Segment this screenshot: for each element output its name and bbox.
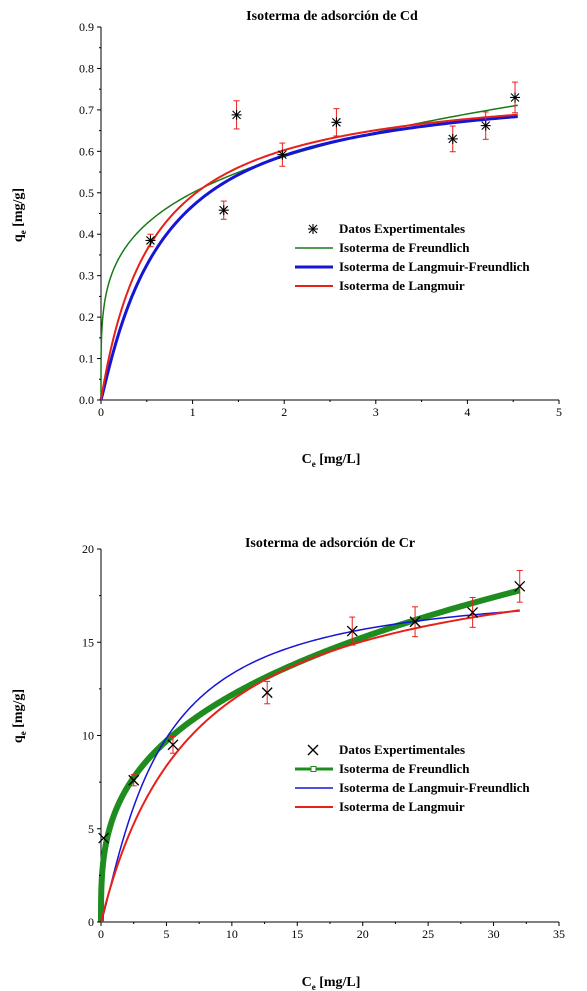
y-tick-label: 15 [82, 635, 94, 649]
data-point [346, 625, 358, 637]
y-tick-label: 0.3 [79, 269, 94, 283]
legend-label: Isoterma de Langmuir [339, 278, 465, 293]
data-point [98, 832, 110, 844]
y-axis-ticks: 0.0 0.1 0.2 0.3 0.4 0.5 0.6 0.7 0.8 0.9 [79, 20, 101, 407]
y-tick-label: 20 [82, 542, 94, 556]
data-points [145, 92, 521, 246]
legend-item-4: Isoterma de Langmuir [295, 278, 465, 293]
y-tick-label: 0.4 [79, 227, 94, 241]
chart-title: Isoterma de adsorción de Cd [246, 9, 418, 24]
data-point [480, 120, 491, 131]
y-tick-label: 0.9 [79, 20, 94, 34]
legend: Datos Expertimentales Isoterma de Freundl… [295, 742, 530, 814]
y-tick-label: 5 [88, 822, 94, 836]
x-tick-label: 15 [291, 927, 303, 941]
legend-marker [307, 744, 319, 756]
model-curve-1 [98, 587, 521, 922]
legend-item-2: Isoterma de Freundlich [295, 240, 470, 255]
legend-label: Datos Expertimentales [339, 742, 465, 757]
y-tick-label: 0.8 [79, 61, 94, 75]
data-points [98, 580, 526, 844]
legend-label: Isoterma de Freundlich [339, 240, 470, 255]
x-tick-label: 0 [98, 405, 104, 419]
legend-label: Datos Expertimentales [339, 221, 465, 236]
data-point [510, 92, 521, 103]
x-tick-label: 5 [163, 927, 169, 941]
model-curves [99, 104, 518, 402]
chart-cr-adsorption-isotherm: Isoterma de adsorción de Cr 0 5 10 15 20 25 30… [11, 536, 565, 991]
y-tick-label: 10 [82, 729, 94, 743]
data-point [514, 580, 526, 592]
data-point [277, 149, 288, 160]
chart-title: Isoterma de adsorción de Cr [245, 536, 415, 551]
y-axis-label: qe [mg/g] [11, 689, 28, 743]
x-tick-label: 1 [190, 405, 196, 419]
y-tick-label: 0.0 [79, 393, 94, 407]
x-tick-label: 0 [98, 927, 104, 941]
legend-square-marker [310, 766, 317, 772]
data-point [467, 606, 479, 618]
y-axis-ticks: 0 5 10 15 20 [82, 542, 101, 929]
data-point [167, 739, 179, 751]
legend-item-2: Isoterma de Freundlich [295, 761, 470, 776]
data-point [218, 205, 229, 216]
legend-item-1: Datos Expertimentales [308, 221, 465, 236]
legend: Datos Expertimentales Isoterma de Freundl… [295, 221, 530, 293]
y-tick-label: 0.5 [79, 186, 94, 200]
x-tick-label: 20 [357, 927, 369, 941]
data-point [447, 133, 458, 144]
x-tick-label: 2 [281, 405, 287, 419]
legend-item-3: Isoterma de Langmuir-Freundlich [295, 259, 530, 274]
data-point [331, 117, 342, 128]
x-tick-label: 4 [464, 405, 470, 419]
data-point [409, 616, 421, 628]
legend-label: Isoterma de Langmuir [339, 799, 465, 814]
legend-marker [308, 224, 318, 234]
legend-label: Isoterma de Langmuir-Freundlich [339, 780, 530, 795]
legend-label: Isoterma de Langmuir-Freundlich [339, 259, 530, 274]
x-tick-label: 5 [556, 405, 562, 419]
x-axis-label: Ce [mg/L] [302, 452, 361, 469]
legend-item-1: Datos Expertimentales [307, 742, 465, 757]
x-tick-label: 3 [373, 405, 379, 419]
data-point [128, 774, 140, 786]
y-tick-label: 0.7 [79, 103, 94, 117]
legend-item-4: Isoterma de Langmuir [295, 799, 465, 814]
x-tick-label: 25 [422, 927, 434, 941]
x-tick-label: 10 [226, 927, 238, 941]
y-tick-label: 0.2 [79, 310, 94, 324]
x-tick-label: 30 [488, 927, 500, 941]
y-axis-label: qe [mg/g] [11, 188, 28, 242]
x-axis-ticks: 0 5 10 15 20 25 30 35 [98, 922, 565, 941]
x-axis-label: Ce [mg/L] [302, 975, 361, 991]
data-point [261, 687, 273, 699]
y-tick-label: 0.1 [79, 352, 94, 366]
model-curve-2 [99, 115, 518, 402]
data-point [231, 109, 242, 120]
x-tick-label: 35 [553, 927, 565, 941]
legend-label: Isoterma de Freundlich [339, 761, 470, 776]
model-curves [98, 587, 521, 923]
model-curve-3 [100, 113, 518, 401]
data-point [145, 235, 156, 246]
y-tick-label: 0.6 [79, 144, 94, 158]
model-curve-3 [100, 609, 520, 923]
x-axis-ticks: 0 1 2 3 4 5 [98, 400, 562, 419]
legend-item-3: Isoterma de Langmuir-Freundlich [295, 780, 530, 795]
plot-frame [100, 27, 559, 401]
y-tick-label: 0 [88, 915, 94, 929]
